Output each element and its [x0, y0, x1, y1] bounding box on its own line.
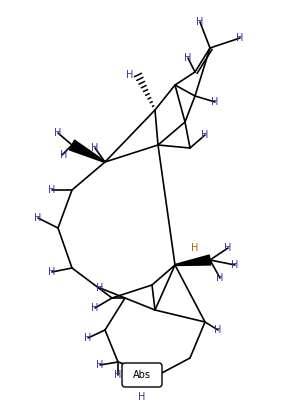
- Text: H: H: [184, 53, 192, 63]
- Text: H: H: [34, 213, 42, 223]
- Text: H: H: [214, 325, 222, 335]
- Text: H: H: [91, 143, 99, 153]
- Text: H: H: [60, 150, 68, 160]
- Text: H: H: [96, 360, 104, 370]
- Text: H: H: [126, 70, 134, 80]
- Text: H: H: [96, 283, 104, 293]
- Text: H: H: [84, 333, 92, 343]
- Polygon shape: [70, 140, 105, 163]
- FancyBboxPatch shape: [122, 363, 162, 387]
- Text: H: H: [191, 243, 199, 253]
- Text: H: H: [236, 33, 244, 43]
- Text: H: H: [138, 392, 146, 402]
- Text: H: H: [231, 260, 239, 270]
- Text: H: H: [91, 303, 99, 313]
- Text: H: H: [54, 128, 62, 138]
- Text: H: H: [224, 243, 232, 253]
- Text: H: H: [48, 267, 56, 277]
- Text: H: H: [114, 370, 122, 380]
- Text: H: H: [196, 17, 204, 27]
- Text: H: H: [211, 97, 219, 107]
- Text: H: H: [216, 273, 224, 283]
- Text: Abs: Abs: [133, 370, 151, 380]
- Text: H: H: [48, 185, 56, 195]
- Text: H: H: [201, 130, 209, 140]
- Polygon shape: [175, 255, 211, 266]
